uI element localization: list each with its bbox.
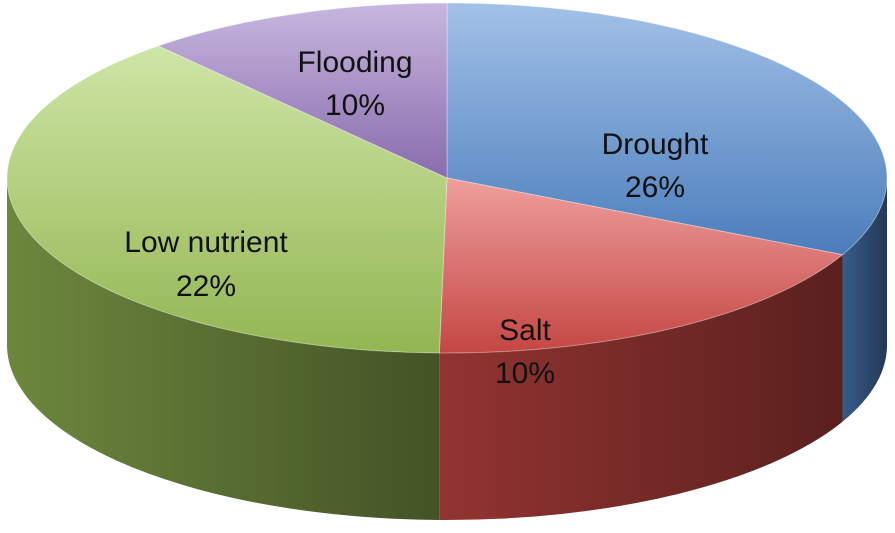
slice-side-salt (439, 254, 843, 520)
slice-side-drought (842, 178, 887, 422)
percent-flooding: 10% (325, 89, 385, 122)
slice-low-nutrient (6, 45, 448, 354)
label-low-nutrient: Low nutrient (124, 226, 288, 259)
pie-tops (6, 2, 888, 354)
slice-salt (438, 177, 844, 354)
slice-drought (446, 2, 888, 256)
label-salt: Salt (499, 314, 551, 347)
slice-flooding (156, 2, 448, 179)
label-drought: Drought (602, 128, 709, 161)
percent-salt: 10% (495, 357, 555, 390)
pie-labels: Drought 26% Salt 10% Low nutrient 22% Fl… (124, 46, 709, 390)
percent-drought: 26% (625, 171, 685, 204)
label-flooding: Flooding (297, 46, 412, 79)
pie-sides (7, 178, 887, 520)
slice-side-low-nutrient (7, 178, 440, 520)
percent-low-nutrient: 22% (176, 270, 236, 303)
